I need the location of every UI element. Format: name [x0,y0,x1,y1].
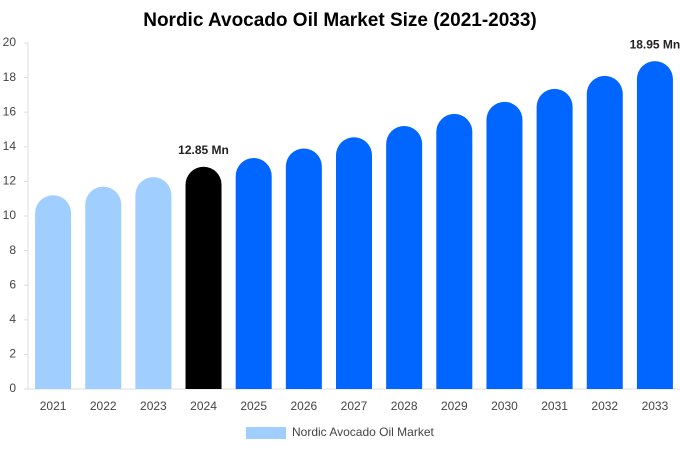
y-tick-label: 10 [3,208,17,222]
x-tick-label: 2022 [90,399,117,413]
x-tick-label: 2031 [541,399,568,413]
data-label: 18.95 Mn [630,37,680,51]
bar [486,101,523,389]
bar [235,158,272,389]
y-tick-label: 8 [9,243,16,257]
y-tick-label: 14 [3,139,17,153]
bar [586,75,623,390]
y-tick-label: 6 [9,277,16,291]
legend-swatch [246,427,286,439]
bar [135,177,172,389]
x-tick-label: 2026 [290,399,317,413]
x-tick-label: 2023 [140,399,167,413]
legend-label: Nordic Avocado Oil Market [292,425,435,439]
x-tick-label: 2021 [40,399,67,413]
bar [285,148,322,389]
bar [185,166,222,389]
bar [436,113,473,389]
y-tick-label: 4 [9,312,16,326]
x-tick-label: 2029 [441,399,468,413]
bar [35,195,72,389]
x-tick-label: 2033 [642,399,669,413]
chart-title: Nordic Avocado Oil Market Size (2021-203… [143,10,537,31]
x-tick-label: 2024 [190,399,217,413]
data-label: 12.85 Mn [178,143,229,157]
x-tick-label: 2027 [341,399,368,413]
x-tick-label: 2030 [491,399,518,413]
bar [536,88,573,389]
y-tick-label: 16 [3,104,17,118]
bar [636,61,673,389]
x-tick-label: 2032 [591,399,618,413]
bar [336,137,372,389]
bar [386,126,423,390]
y-tick-label: 12 [3,174,17,188]
y-tick-label: 0 [9,381,16,395]
bar [85,186,122,389]
y-tick-label: 18 [3,70,17,84]
x-tick-label: 2028 [391,399,418,413]
y-tick-label: 20 [3,35,17,49]
y-tick-label: 2 [9,347,16,361]
x-tick-label: 2025 [240,399,267,413]
